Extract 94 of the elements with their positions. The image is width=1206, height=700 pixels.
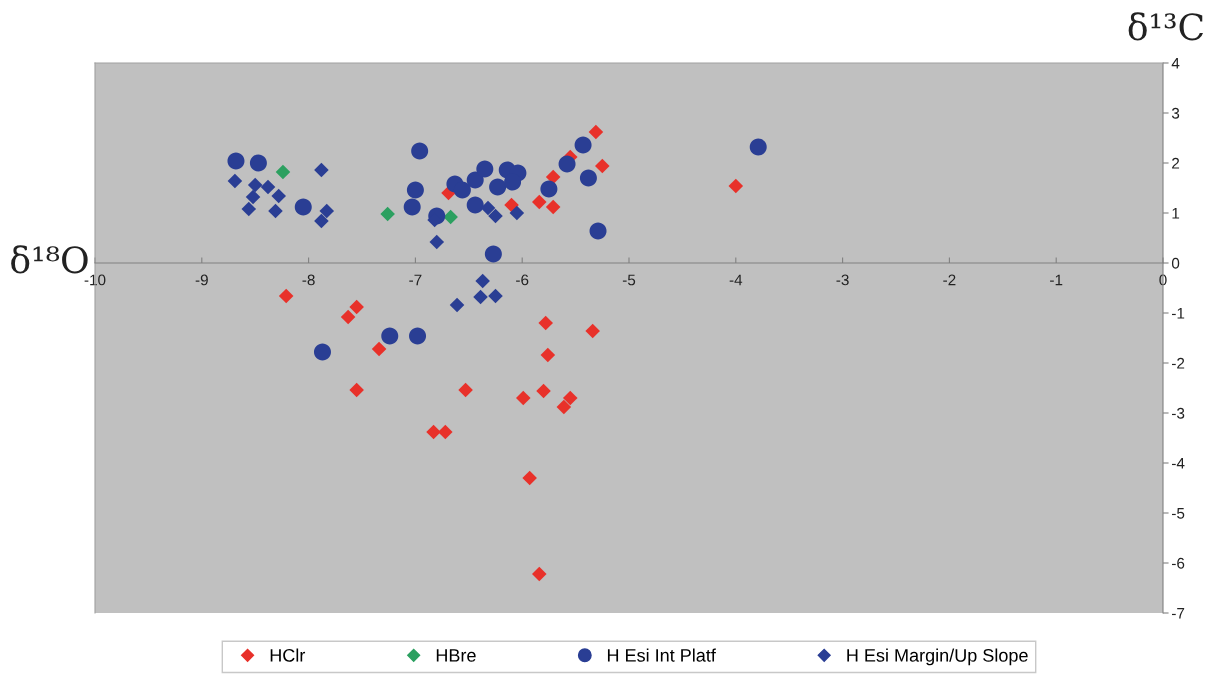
point <box>319 203 335 219</box>
y-axis-title: δ¹³C <box>1128 12 1203 41</box>
legend-label: H Esi Int Platf <box>607 648 716 662</box>
point <box>540 347 556 363</box>
x-tick-label: -8 <box>302 274 315 286</box>
x-tick-label: -7 <box>409 274 422 286</box>
point <box>458 382 473 398</box>
point <box>227 173 243 189</box>
point <box>480 200 496 216</box>
x-tick-label: -6 <box>516 274 529 286</box>
point <box>314 162 329 178</box>
point <box>260 179 276 195</box>
legend-label: H Esi Margin/Up Slope <box>847 648 1028 666</box>
x-axis-title: δ¹⁸O <box>11 245 88 274</box>
point <box>522 470 537 486</box>
point <box>475 273 490 289</box>
point <box>411 142 429 160</box>
point <box>558 155 576 173</box>
point <box>466 171 484 189</box>
point <box>340 309 356 325</box>
x-tick-label: -1 <box>1050 274 1063 286</box>
point <box>271 188 286 204</box>
point <box>249 154 267 172</box>
point <box>545 199 561 215</box>
point <box>294 198 312 216</box>
point <box>245 189 261 205</box>
x-tick-label: -3 <box>836 274 849 286</box>
point <box>349 299 364 315</box>
x-tick-label: -9 <box>195 274 208 286</box>
point <box>473 289 488 305</box>
point <box>545 169 561 185</box>
point <box>585 323 600 339</box>
point <box>438 424 453 440</box>
point <box>403 198 421 216</box>
point <box>488 288 503 304</box>
point <box>406 181 424 199</box>
point <box>556 399 572 415</box>
point <box>314 213 329 229</box>
point <box>466 196 484 214</box>
point <box>241 201 257 217</box>
point <box>453 181 471 199</box>
point <box>532 566 547 582</box>
point <box>278 288 294 304</box>
legend-label: HClr <box>270 648 306 662</box>
y-tick-label: -7 <box>1172 608 1185 619</box>
point <box>749 138 767 156</box>
point <box>247 177 263 193</box>
point <box>532 194 547 210</box>
point <box>313 343 331 361</box>
y-tick-label: -1 <box>1172 308 1185 319</box>
y-tick-label: 4 <box>1171 58 1180 69</box>
point <box>579 169 597 187</box>
point <box>484 245 502 263</box>
point <box>728 178 744 194</box>
y-tick-label: -3 <box>1172 407 1185 419</box>
point <box>595 158 610 174</box>
x-tick-label: -5 <box>622 274 636 286</box>
point <box>227 152 245 170</box>
y-tick-label: 0 <box>1171 257 1180 269</box>
point <box>429 234 445 250</box>
y-tick-label: -2 <box>1172 357 1185 369</box>
point <box>426 424 441 440</box>
legend-label: HBre <box>436 649 476 662</box>
x-tick-label: 0 <box>1159 274 1167 286</box>
point <box>380 206 395 222</box>
y-tick-label: -6 <box>1172 557 1185 569</box>
point <box>488 208 503 224</box>
x-tick-label: -4 <box>729 274 743 286</box>
point <box>409 327 427 345</box>
point <box>349 382 364 398</box>
x-tick-label: -10 <box>84 274 106 286</box>
y-tick-label: 3 <box>1171 107 1180 119</box>
point <box>489 178 507 196</box>
point <box>381 327 399 345</box>
point <box>443 209 458 225</box>
y-tick-label: 1 <box>1172 208 1180 219</box>
point <box>538 315 553 331</box>
point <box>536 383 551 399</box>
point <box>275 164 291 180</box>
y-tick-label: -4 <box>1172 458 1185 469</box>
y-tick-label: -5 <box>1172 508 1185 519</box>
point <box>509 205 525 221</box>
point <box>574 136 592 154</box>
point <box>449 297 465 313</box>
point <box>268 203 283 219</box>
point <box>515 390 531 406</box>
point <box>476 160 494 178</box>
point <box>562 390 578 406</box>
point <box>588 124 604 140</box>
x-tick-label: -2 <box>943 274 956 286</box>
point <box>589 222 607 240</box>
y-tick-label: 2 <box>1172 157 1180 169</box>
point <box>371 341 387 357</box>
point <box>540 180 558 198</box>
